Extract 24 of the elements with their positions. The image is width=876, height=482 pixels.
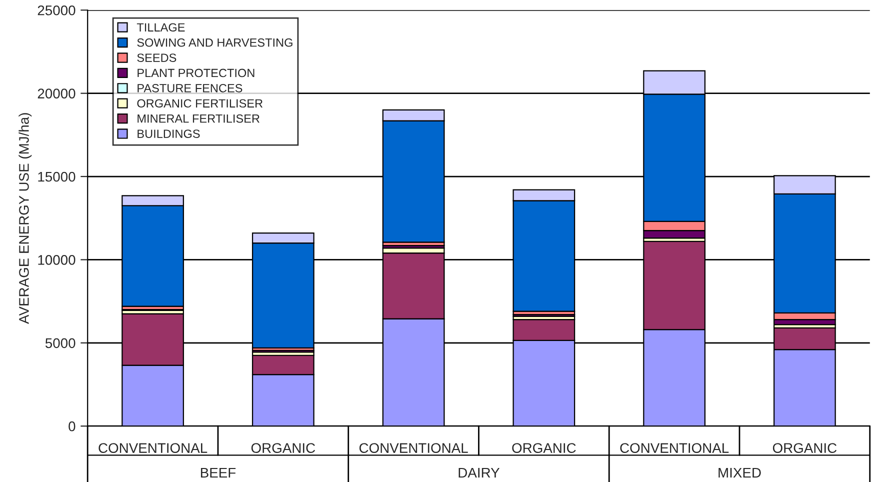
text: MIXED	[718, 468, 761, 478]
y-tick-label: 5000	[45, 338, 76, 348]
x-tick-label: ORGANIC	[772, 443, 837, 453]
x-tick-label: CONVENTIONAL	[359, 443, 468, 453]
legend-label: SOWING AND HARVESTING	[137, 38, 292, 47]
y-tick-label: 20000	[38, 88, 76, 98]
text: BEEF	[200, 468, 236, 478]
legend-label: ORGANIC FERTILISER	[137, 99, 263, 108]
y-tick-label: 10000	[38, 255, 76, 265]
x-tick-label: ORGANIC	[512, 443, 576, 453]
x-tick-label: ORGANIC	[251, 443, 316, 453]
legend-label: BUILDINGS	[138, 130, 200, 138]
x-tick-label: CONVENTIONAL	[98, 443, 208, 453]
legend-label: MINERAL FERTILISER	[138, 114, 260, 123]
legend-label: PLANT PROTECTION	[138, 68, 254, 78]
x-tick-label: CONVENTIONAL	[620, 443, 729, 453]
legend-label: PASTURE FENCES	[138, 84, 242, 92]
legend-label: TILLAGE	[136, 23, 185, 32]
legend-label: SEEDS	[137, 54, 176, 62]
text: DAIRY	[458, 468, 500, 478]
y-tick-label: 25000	[38, 5, 76, 16]
y-tick-label: 15000	[38, 172, 76, 182]
y-tick-label: 0	[68, 421, 76, 432]
y-axis-title: AVERAGE ENERGY USE (MJ/ha)	[18, 113, 32, 324]
